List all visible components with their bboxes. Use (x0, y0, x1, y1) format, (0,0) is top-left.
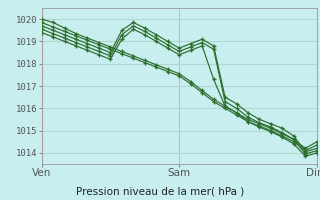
Text: Pression niveau de la mer( hPa ): Pression niveau de la mer( hPa ) (76, 186, 244, 196)
